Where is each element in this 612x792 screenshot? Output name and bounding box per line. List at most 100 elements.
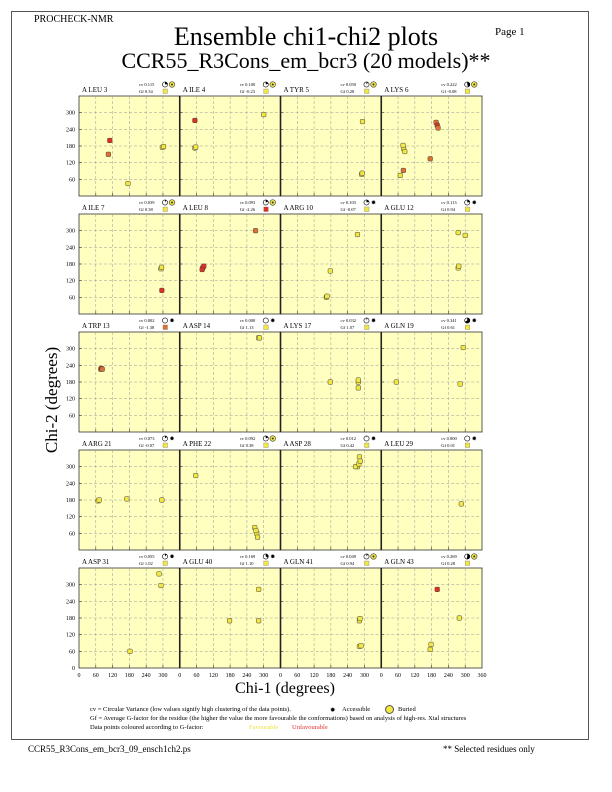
data-point [159, 264, 165, 270]
cv-pie-icon [162, 317, 168, 324]
accessible-icon: ✹ [169, 436, 174, 443]
gf-colour-box [364, 442, 370, 448]
residue-label: A GLU 40 [183, 558, 213, 566]
data-point [159, 497, 165, 503]
y-tick-label: 300 [66, 465, 75, 471]
data-point [99, 366, 105, 372]
y-tick-label: 240 [66, 127, 75, 133]
accessible-icon: ✹ [270, 318, 275, 325]
buried-icon-center [372, 83, 375, 86]
data-point [400, 142, 406, 148]
buried-icon-center [473, 83, 476, 86]
data-point [457, 381, 463, 387]
x-tick-label: 0 [279, 673, 282, 679]
y-tick-label: 240 [66, 363, 75, 369]
cv-value: cv 0.113 [441, 200, 457, 205]
x-tick-label: 300 [259, 673, 268, 679]
residue-label: A TRP 13 [82, 322, 110, 330]
panel-a-phe-22 [178, 449, 281, 551]
data-point [427, 646, 433, 652]
data-point [256, 618, 262, 624]
data-point [125, 180, 131, 187]
cv-value: cv 0.115 [139, 82, 155, 87]
x-tick-label: 240 [242, 673, 251, 679]
buried-icon-center [271, 83, 274, 86]
cv-pie-fill [265, 81, 269, 85]
data-point [435, 125, 441, 131]
gf-colour-box [465, 560, 470, 566]
data-point [359, 119, 366, 125]
y-tick-label: 180 [66, 380, 75, 386]
data-point [358, 643, 364, 649]
page-subtitle: CCR55_R3Cons_em_bcr3 (20 models)** [121, 48, 491, 73]
residue-label: A GLU 12 [384, 204, 414, 212]
x-tick-label: 180 [226, 673, 235, 679]
cv-value: cv 0.055 [139, 554, 155, 559]
data-point [427, 156, 433, 162]
data-point [327, 379, 333, 385]
cv-value: cv 0.000 [240, 318, 256, 323]
gf-value: Gf -0.23 [240, 89, 256, 94]
accessible-icon: ✹ [371, 200, 376, 207]
panel-a-lys-17 [279, 331, 382, 433]
y-tick-label: 300 [66, 347, 75, 353]
accessible-icon: ✹ [330, 707, 336, 714]
cv-pie-fill [366, 317, 368, 321]
y-tick-label: 60 [69, 649, 75, 655]
x-tick-label: 240 [343, 673, 352, 679]
cv-value: cv 0.073 [139, 436, 155, 441]
x-tick-label: 120 [209, 673, 218, 679]
legend-favourable: Favourable [249, 724, 279, 731]
data-point [460, 345, 466, 351]
data-point [455, 230, 461, 236]
y-tick-label: 60 [69, 531, 75, 537]
panel-a-tyr-5 [279, 95, 382, 197]
residue-label: A ARG 21 [82, 440, 112, 448]
data-point [193, 473, 199, 479]
cv-pie-fill [265, 553, 269, 558]
panel-a-ile-7 [78, 213, 181, 315]
gf-value: Gf 0.01 [441, 443, 455, 448]
cv-value: cv 0.169 [240, 554, 256, 559]
accessible-icon: ✹ [169, 318, 174, 325]
residue-label: A GLN 43 [384, 558, 414, 566]
data-point [355, 377, 361, 383]
program-name: PROCHECK-NMR [34, 14, 114, 25]
panel-a-glu-12 [380, 213, 483, 315]
buried-icon-center [171, 83, 173, 86]
gf-value: Gf -0.07 [139, 443, 155, 448]
page-title: Ensemble chi1-chi2 plots [173, 22, 439, 51]
cv-value: cv 0.012 [341, 436, 357, 441]
x-tick-label: 180 [125, 673, 134, 679]
buried-icon-center [372, 555, 375, 558]
cv-value: cv 0.002 [139, 318, 155, 323]
data-point [193, 144, 199, 150]
cv-value: cv 0.049 [341, 554, 357, 559]
data-point [456, 615, 462, 621]
buried-icon-center [473, 555, 476, 558]
panel-a-leu-8 [178, 213, 281, 315]
x-tick-label: 60 [294, 673, 300, 679]
y-tick-label: 180 [66, 498, 75, 504]
y-tick-label: 300 [66, 583, 75, 589]
cv-pie-fill [467, 199, 470, 203]
panel-a-lys-6 [380, 95, 483, 197]
accessible-icon: ✹ [472, 200, 477, 207]
panel-a-asp-31 [78, 567, 181, 669]
gf-value: Gf -0.07 [341, 207, 357, 212]
data-point [255, 534, 261, 540]
data-point [192, 117, 198, 123]
y-tick-label: 180 [66, 616, 75, 622]
data-point [261, 112, 267, 118]
accessible-icon: ✹ [169, 554, 174, 561]
panel-a-asp-28 [279, 449, 382, 551]
cv-pie-fill [366, 553, 369, 557]
cv-value: cv 0.050 [341, 82, 357, 87]
residue-label: A PHE 22 [183, 440, 212, 448]
panel-a-gln-19 [380, 331, 483, 433]
data-point [354, 232, 361, 238]
cv-value: cv 0.039 [139, 200, 155, 205]
legend-cv-text: cv = Circular Variance (low values signi… [90, 706, 291, 713]
page-frame [11, 11, 589, 740]
data-point [156, 571, 162, 577]
